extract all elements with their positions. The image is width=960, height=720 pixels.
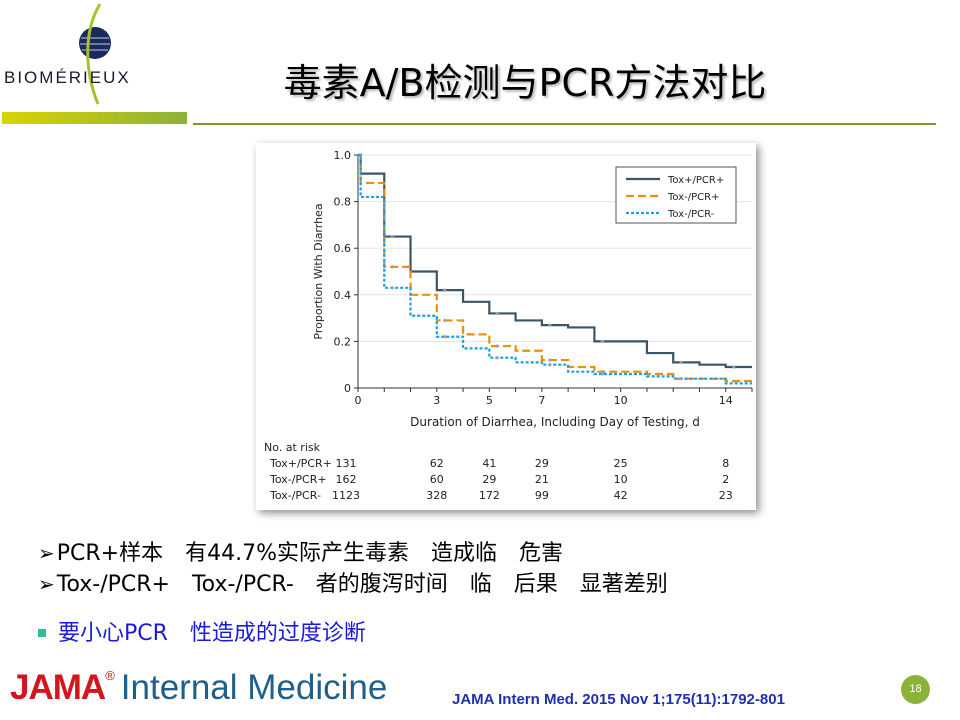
legend-label: Tox+/PCR+ bbox=[667, 175, 724, 186]
biomerieux-logo: BIOMÉRIEUX bbox=[0, 0, 195, 125]
slide-title: 毒素A/B检测与PCR方法对比 bbox=[283, 61, 767, 105]
risk-value: 2 bbox=[722, 473, 729, 486]
arrow-bullet-icon: ➢ bbox=[38, 541, 55, 565]
risk-value: 1123 bbox=[332, 489, 360, 502]
y-tick-label: 1.0 bbox=[334, 149, 352, 162]
risk-value: 8 bbox=[722, 457, 729, 470]
series-line bbox=[358, 153, 752, 369]
y-tick-label: 0.8 bbox=[334, 196, 352, 209]
bullet-item: ➢ PCR+样本 有44.7%实际产生毒素 造成临 危害 bbox=[38, 538, 668, 569]
risk-value: 10 bbox=[614, 473, 628, 486]
risk-value: 41 bbox=[482, 457, 496, 470]
registered-mark: ® bbox=[105, 668, 115, 683]
censor-mark bbox=[600, 372, 604, 376]
bullet-text: PCR+样本 有44.7%实际产生毒素 造成临 危害 bbox=[56, 541, 564, 566]
censor-mark bbox=[495, 356, 499, 360]
x-axis-label: Duration of Diarrhea, Including Day of T… bbox=[410, 415, 700, 429]
y-tick-label: 0.4 bbox=[334, 289, 352, 302]
y-axis-label: Proportion With Diarrhea bbox=[312, 203, 325, 339]
km-figure: 0 0.2 0.4 0.6 0.8 1.0 0 3 5 7 10 14 Duration of Diar… bbox=[256, 143, 756, 510]
risk-value: 29 bbox=[535, 457, 549, 470]
censor-mark bbox=[548, 363, 552, 367]
globe-swoosh-icon bbox=[79, 3, 111, 105]
risk-value: 328 bbox=[426, 489, 447, 502]
title-divider bbox=[193, 123, 936, 125]
arrow-bullet-icon: ➢ bbox=[38, 572, 55, 596]
risk-value: 131 bbox=[336, 457, 357, 470]
risk-value: 23 bbox=[719, 489, 733, 502]
x-tick-label: 5 bbox=[486, 394, 493, 407]
logo-bar bbox=[2, 112, 187, 124]
bullet-list: ➢ PCR+样本 有44.7%实际产生毒素 造成临 危害 ➢ Tox-/PCR+… bbox=[38, 538, 668, 600]
censor-mark bbox=[390, 265, 394, 269]
risk-value: 172 bbox=[479, 489, 500, 502]
y-tick-label: 0 bbox=[344, 382, 351, 395]
y-tick-label: 0.2 bbox=[334, 335, 352, 348]
citation: JAMA Intern Med. 2015 Nov 1;175(11):1792… bbox=[452, 691, 785, 708]
censor-mark bbox=[390, 286, 394, 290]
bullet-item: ➢ Tox-/PCR+ Tox-/PCR- 者的腹泻时间 临 后果 显著差别 bbox=[38, 569, 668, 600]
journal-logo: JAMA® Internal Medicine bbox=[10, 668, 387, 708]
risk-value: 60 bbox=[430, 473, 444, 486]
bullet-text: Tox-/PCR+ Tox-/PCR- 者的腹泻时间 临 后果 显著差别 bbox=[56, 572, 668, 597]
series-line bbox=[358, 153, 752, 383]
callout-item: 要小心PCR 性造成的过度诊断 bbox=[38, 615, 366, 647]
censor-mark bbox=[732, 365, 736, 369]
risk-row-label: Tox-/PCR+ bbox=[269, 473, 327, 486]
censor-mark bbox=[390, 234, 394, 239]
y-tick-label: 0.6 bbox=[334, 242, 352, 255]
risk-value: 29 bbox=[482, 473, 496, 486]
censor-mark bbox=[548, 323, 552, 327]
square-bullet-icon bbox=[38, 629, 46, 637]
callout-text: 要小心PCR 性造成的过度诊断 bbox=[58, 621, 366, 646]
x-tick-label: 7 bbox=[538, 394, 545, 407]
brand-name: BIOMÉRIEUX bbox=[4, 68, 131, 87]
risk-value: 25 bbox=[614, 457, 628, 470]
risk-table-title: No. at risk bbox=[264, 441, 321, 454]
risk-value: 99 bbox=[535, 489, 549, 502]
censor-mark bbox=[443, 288, 447, 292]
censor-mark bbox=[679, 360, 683, 364]
journal-name-sub: Internal Medicine bbox=[120, 668, 388, 707]
censor-mark bbox=[600, 339, 604, 343]
censor-mark bbox=[548, 358, 552, 362]
censor-mark bbox=[600, 370, 604, 374]
censor-mark bbox=[443, 335, 447, 339]
page-number: 18 bbox=[901, 675, 930, 704]
risk-row-label: Tox-/PCR- bbox=[269, 489, 321, 502]
risk-value: 162 bbox=[336, 473, 357, 486]
legend-label: Tox-/PCR- bbox=[667, 209, 715, 220]
x-tick-label: 3 bbox=[433, 394, 440, 407]
risk-value: 42 bbox=[614, 489, 628, 502]
censor-mark bbox=[679, 377, 683, 381]
series-line bbox=[358, 153, 752, 385]
x-tick-label: 10 bbox=[614, 394, 628, 407]
legend-label: Tox-/PCR+ bbox=[667, 192, 719, 203]
censor-mark bbox=[495, 311, 499, 316]
risk-value: 62 bbox=[430, 457, 444, 470]
journal-name-jama: JAMA bbox=[10, 668, 106, 707]
censor-mark bbox=[443, 318, 447, 323]
risk-value: 21 bbox=[535, 473, 549, 486]
km-chart: 0 0.2 0.4 0.6 0.8 1.0 0 3 5 7 10 14 Duration of Diar… bbox=[264, 149, 753, 502]
risk-row-label: Tox+/PCR+ bbox=[269, 457, 332, 470]
x-tick-label: 0 bbox=[355, 394, 362, 407]
censor-mark bbox=[495, 344, 499, 348]
x-tick-label: 14 bbox=[719, 394, 733, 407]
